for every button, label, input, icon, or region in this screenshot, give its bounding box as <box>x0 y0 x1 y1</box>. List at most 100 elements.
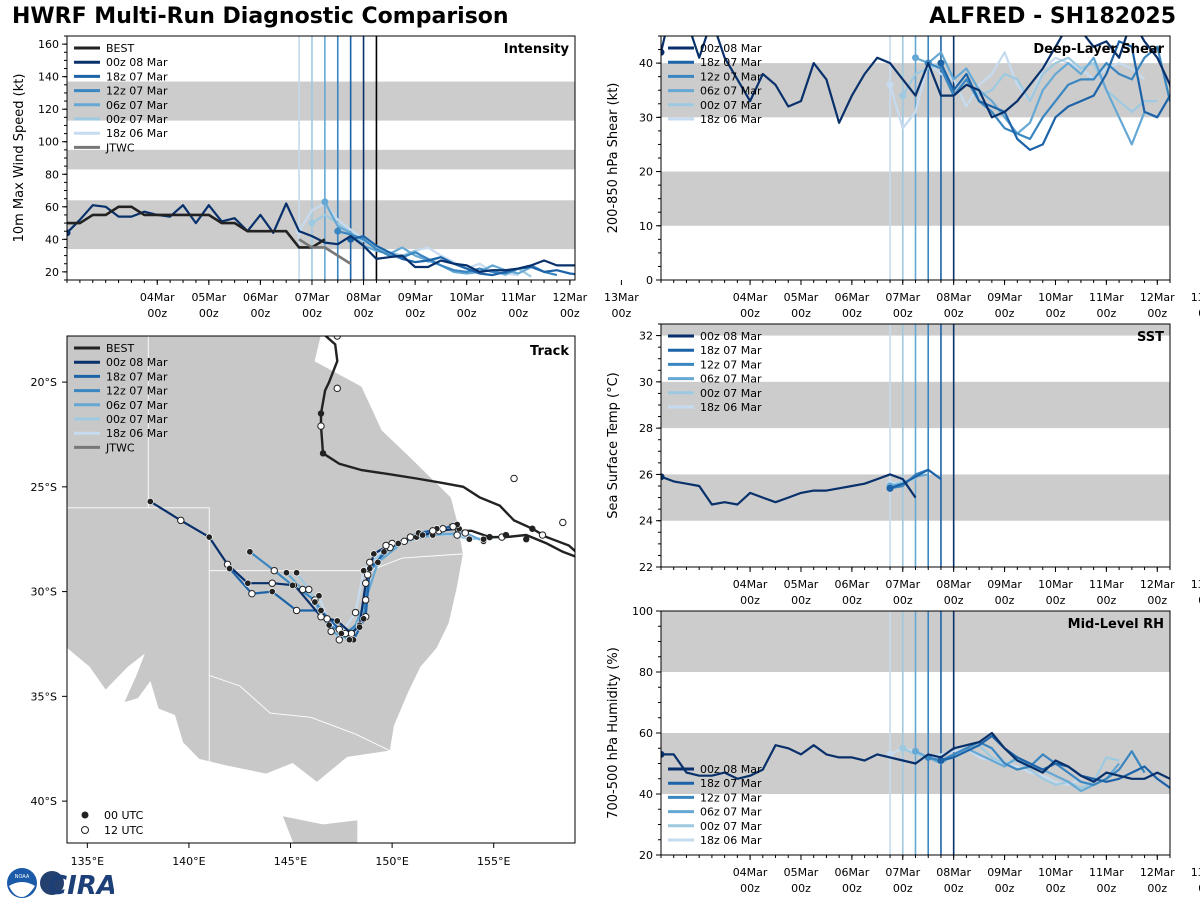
best-marker-12utc <box>334 385 340 391</box>
y-tick-label: 24 <box>639 515 653 528</box>
track-marker-12utc <box>363 597 369 603</box>
map-y-tick-label: 30°S <box>31 586 57 599</box>
legend-label-jtwc: JTWC <box>105 141 135 154</box>
legend-label-run: 06z 07 Mar <box>700 806 762 819</box>
series-start-point <box>887 485 894 492</box>
track-marker-12utc <box>430 528 436 534</box>
track-marker-00utc <box>316 593 322 599</box>
legend-label-run: 18z 07 Mar <box>700 56 762 69</box>
map-y-tick-label: 20°S <box>31 376 57 389</box>
track-marker-12utc <box>462 530 468 536</box>
track-marker-00utc <box>360 616 366 622</box>
track-marker-12utc <box>450 523 456 529</box>
x-tick-hour: 00z <box>740 594 760 607</box>
legend-label-run: 06z 07 Mar <box>106 99 168 112</box>
track-marker-00utc <box>206 534 212 540</box>
x-tick-hour: 00z <box>1046 307 1066 320</box>
y-tick-label: 120 <box>38 103 59 116</box>
y-tick-label: 30 <box>639 111 653 124</box>
x-tick-hour: 00z <box>251 307 271 320</box>
y-tick-label: 20 <box>45 266 59 279</box>
track-marker-00utc <box>367 565 373 571</box>
x-tick-hour: 00z <box>457 307 477 320</box>
x-tick-day: 06Mar <box>834 866 869 879</box>
x-tick-day: 04Mar <box>733 866 768 879</box>
x-tick-day: 07Mar <box>885 291 920 304</box>
x-tick-day: 10Mar <box>1038 291 1073 304</box>
track-marker-00utc <box>480 536 486 542</box>
x-tick-hour: 00z <box>1147 594 1167 607</box>
x-tick-hour: 00z <box>1147 307 1167 320</box>
y-tick-label: 80 <box>45 168 59 181</box>
track-marker-00utc <box>466 536 472 542</box>
intensity-panel: 2040608010012014016004Mar00z05Mar00z06Ma… <box>12 36 639 320</box>
series-start-point <box>899 92 906 99</box>
best-marker-12utc <box>580 542 586 548</box>
legend-label-run: 18z 06 Mar <box>106 127 168 140</box>
legend-label-run: 12z 07 Mar <box>106 385 168 398</box>
x-tick-day: 04Mar <box>733 291 768 304</box>
map-y-tick-label: 40°S <box>31 795 57 808</box>
track-marker-12utc <box>328 628 334 634</box>
best-marker-00utc <box>529 526 535 532</box>
y-tick-label: 100 <box>632 605 653 618</box>
rh-panel: 2040608010004Mar00z05Mar00z06Mar00z07Mar… <box>606 605 1200 895</box>
legend-label-run: 12z 07 Mar <box>700 358 762 371</box>
best-marker-12utc <box>539 532 545 538</box>
panel-title: Track <box>530 344 569 359</box>
x-tick-day: 12Mar <box>1140 866 1175 879</box>
best-marker-12utc <box>318 423 324 429</box>
series-start-point <box>887 81 894 88</box>
legend-label-best: BEST <box>106 42 134 55</box>
y-tick-label: 40 <box>639 57 653 70</box>
legend-label-run: 00z 07 Mar <box>106 413 168 426</box>
map-y-tick-label: 35°S <box>31 690 57 703</box>
track-marker-00utc <box>312 599 318 605</box>
track-marker-00utc <box>269 588 275 594</box>
x-tick-day: 10Mar <box>449 291 484 304</box>
x-tick-day: 06Mar <box>834 578 869 591</box>
y-tick-label: 40 <box>45 233 59 246</box>
x-tick-day: 12Mar <box>1140 578 1175 591</box>
x-tick-day: 13Mar <box>1191 866 1200 879</box>
x-tick-hour: 00z <box>508 307 528 320</box>
x-tick-day: 12Mar <box>1140 291 1175 304</box>
x-tick-day: 07Mar <box>885 866 920 879</box>
track-marker-00utc <box>375 559 381 565</box>
x-tick-day: 04Mar <box>733 578 768 591</box>
x-tick-day: 11Mar <box>1089 291 1124 304</box>
track-marker-12utc <box>401 538 407 544</box>
x-tick-hour: 00z <box>944 594 964 607</box>
legend-label-run: 12z 07 Mar <box>700 791 762 804</box>
panel-title: Mid-Level RH <box>1068 617 1164 632</box>
x-tick-day: 10Mar <box>1038 866 1073 879</box>
legend-label-run: 06z 07 Mar <box>106 399 168 412</box>
x-tick-hour: 00z <box>995 594 1015 607</box>
track-marker-12utc <box>306 586 312 592</box>
track-marker-00utc <box>247 549 253 555</box>
y-tick-label: 100 <box>38 136 59 149</box>
series-start-point <box>899 745 906 752</box>
track-marker-12utc <box>348 630 354 636</box>
x-tick-day: 06Mar <box>243 291 278 304</box>
cira-logo-text: CIRA <box>48 871 114 900</box>
y-axis-label: 700-500 hPa Humidity (%) <box>606 647 621 819</box>
track-marker-00utc <box>381 549 387 555</box>
legend-label-run: 00z 08 Mar <box>700 330 762 343</box>
y-tick-label: 60 <box>45 201 59 214</box>
x-tick-hour: 00z <box>199 307 219 320</box>
legend-label-run: 06z 07 Mar <box>700 373 762 386</box>
x-tick-day: 07Mar <box>295 291 330 304</box>
legend-label-jtwc: JTWC <box>105 441 135 454</box>
track-marker-12utc <box>367 559 373 565</box>
panel-title: SST <box>1137 330 1164 345</box>
x-tick-hour: 00z <box>405 307 425 320</box>
track-marker-12utc <box>363 580 369 586</box>
y-axis-label: Sea Surface Temp (°C) <box>606 372 621 519</box>
x-tick-day: 08Mar <box>936 578 971 591</box>
track-marker-00utc <box>346 637 352 643</box>
track-marker-12utc <box>249 590 255 596</box>
x-tick-day: 08Mar <box>346 291 381 304</box>
track-marker-12utc <box>324 616 330 622</box>
